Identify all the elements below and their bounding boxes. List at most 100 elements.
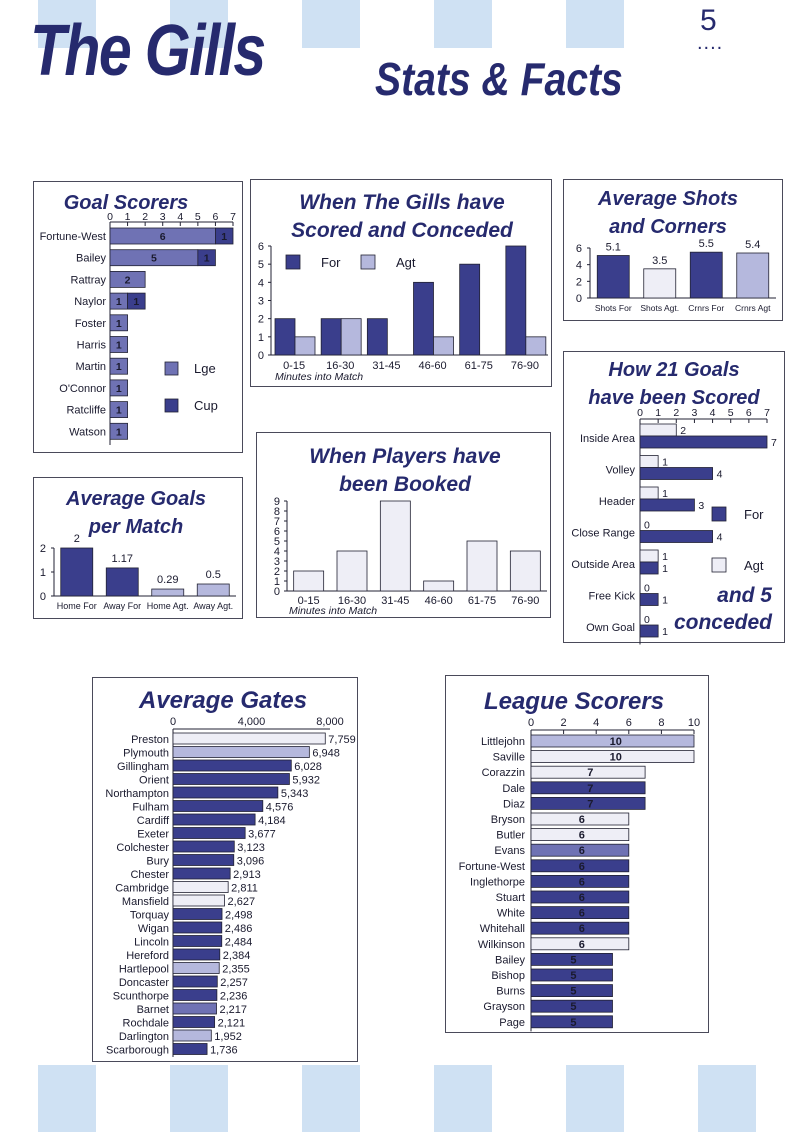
bar-value-label: 6 <box>579 814 585 826</box>
bar-for <box>639 435 768 449</box>
category-label: Inglethorpe <box>470 876 525 888</box>
category-label: Bishop <box>491 970 525 982</box>
bar <box>530 874 630 888</box>
bar-for <box>639 624 659 638</box>
x-tick-label: 46-60 <box>419 360 447 372</box>
bar-value-label: 1 <box>662 563 668 575</box>
bar <box>172 908 223 920</box>
bar-agt <box>433 336 454 356</box>
bar-lge <box>109 422 128 440</box>
bar <box>530 906 630 920</box>
bar <box>530 812 630 826</box>
bar-value-label: 2 <box>680 425 686 437</box>
x-axis-title: Minutes into Match <box>289 605 377 617</box>
category-label: Watson <box>69 426 106 438</box>
bar-value-label: 1 <box>662 457 668 469</box>
bar <box>172 962 220 974</box>
bar <box>172 989 218 1001</box>
bar-lge <box>109 357 128 375</box>
bar-value-label: 1,952 <box>214 1031 242 1043</box>
bar <box>689 251 723 299</box>
legend-label: Lge <box>194 361 216 376</box>
category-label: Inside Area <box>580 433 636 445</box>
x-tick-label: 0-15 <box>298 595 320 607</box>
bar-value-label: 1,736 <box>210 1045 238 1057</box>
chart-title: League Scorers <box>484 688 664 715</box>
bar-lge <box>109 336 128 353</box>
bar-value-label: 7 <box>771 437 777 449</box>
y-tick-label: 7 <box>274 516 280 528</box>
bar-value-label: 2,811 <box>231 883 258 895</box>
bar-value-label: 6 <box>579 923 585 935</box>
category-label: Naylor <box>74 296 106 308</box>
avg-gates-chart: Average Gates 0 4,000 8,000 Preston 7,759 Plym… <box>105 687 356 1057</box>
bar-cup <box>127 292 146 310</box>
x-tick-label: 1 <box>655 407 661 419</box>
x-tick-label: 5 <box>195 211 201 223</box>
bar-for <box>366 318 388 356</box>
chart-title: When Players have <box>309 445 501 468</box>
bar-value-label: 6 <box>579 908 585 920</box>
bar <box>530 921 630 935</box>
x-tick-label: 0 <box>528 717 534 729</box>
y-tick-label: 1 <box>258 332 264 344</box>
bar-for <box>413 281 434 356</box>
when-scored-chart: When The Gills have Scored and Conceded 0 1… <box>258 191 548 383</box>
legend-label: For <box>744 507 764 522</box>
category-label: Wigan <box>138 923 169 935</box>
bar <box>736 252 770 299</box>
category-label: Chester <box>130 869 169 881</box>
x-axis-title: Minutes into Match <box>275 371 363 383</box>
bar-agt <box>639 486 659 500</box>
background-stripe <box>698 1065 756 1132</box>
category-label: Northampton <box>105 788 169 800</box>
bar-for <box>274 318 296 356</box>
category-label: Saville <box>493 752 525 764</box>
y-tick-label: 9 <box>274 496 280 508</box>
x-tick-label: 76-90 <box>511 360 539 372</box>
background-stripe <box>434 0 492 48</box>
x-tick-label: 6 <box>746 407 752 419</box>
y-tick-label: 5 <box>258 259 264 271</box>
category-label: Fulham <box>132 802 169 814</box>
bar <box>530 859 630 873</box>
bar-value-label: 1 <box>116 383 122 395</box>
x-tick-label: 3 <box>692 407 698 419</box>
bar <box>172 840 235 853</box>
category-label: Harris <box>77 340 107 352</box>
bar-value-label: 4,576 <box>266 802 294 814</box>
x-tick-label: 0 <box>637 407 643 419</box>
x-tick-label: 6 <box>626 717 632 729</box>
bar <box>530 968 613 982</box>
bar-value-label: 3,123 <box>237 842 265 854</box>
bar-value-label: 5,932 <box>292 775 320 787</box>
bar <box>336 550 368 592</box>
legend-swatch <box>164 398 179 413</box>
when-scored-panel: When The Gills have Scored and Conceded 0 1… <box>250 179 552 387</box>
bar-value-label: 7,759 <box>328 734 356 746</box>
bar-value-label: 1 <box>116 405 122 417</box>
category-label: Littlejohn <box>481 736 525 748</box>
y-tick-label: 6 <box>258 241 264 253</box>
bar-value-label: 4,184 <box>258 815 286 827</box>
background-stripe <box>170 0 228 48</box>
x-tick-label: 3 <box>160 211 166 223</box>
bar-value-label: 1 <box>133 296 139 308</box>
bar <box>172 975 218 988</box>
y-tick-label: 2 <box>258 314 264 326</box>
bar-for <box>639 467 713 480</box>
category-label: Mansfield <box>122 896 169 908</box>
category-label: Doncaster <box>119 977 169 989</box>
legend-swatch <box>711 506 727 522</box>
bar <box>172 1016 216 1028</box>
bar-value-label: 1 <box>116 340 122 352</box>
x-tick-label: Crnrs For <box>688 303 724 313</box>
bar <box>530 952 613 966</box>
category-label: Own Goal <box>586 622 635 634</box>
x-tick-label: 8,000 <box>316 716 344 728</box>
category-label: Cambridge <box>115 883 169 895</box>
x-tick-label: 31-45 <box>381 595 409 607</box>
chart-title: Average Shots <box>597 188 738 210</box>
x-tick-label: Shots Agt. <box>640 303 679 313</box>
